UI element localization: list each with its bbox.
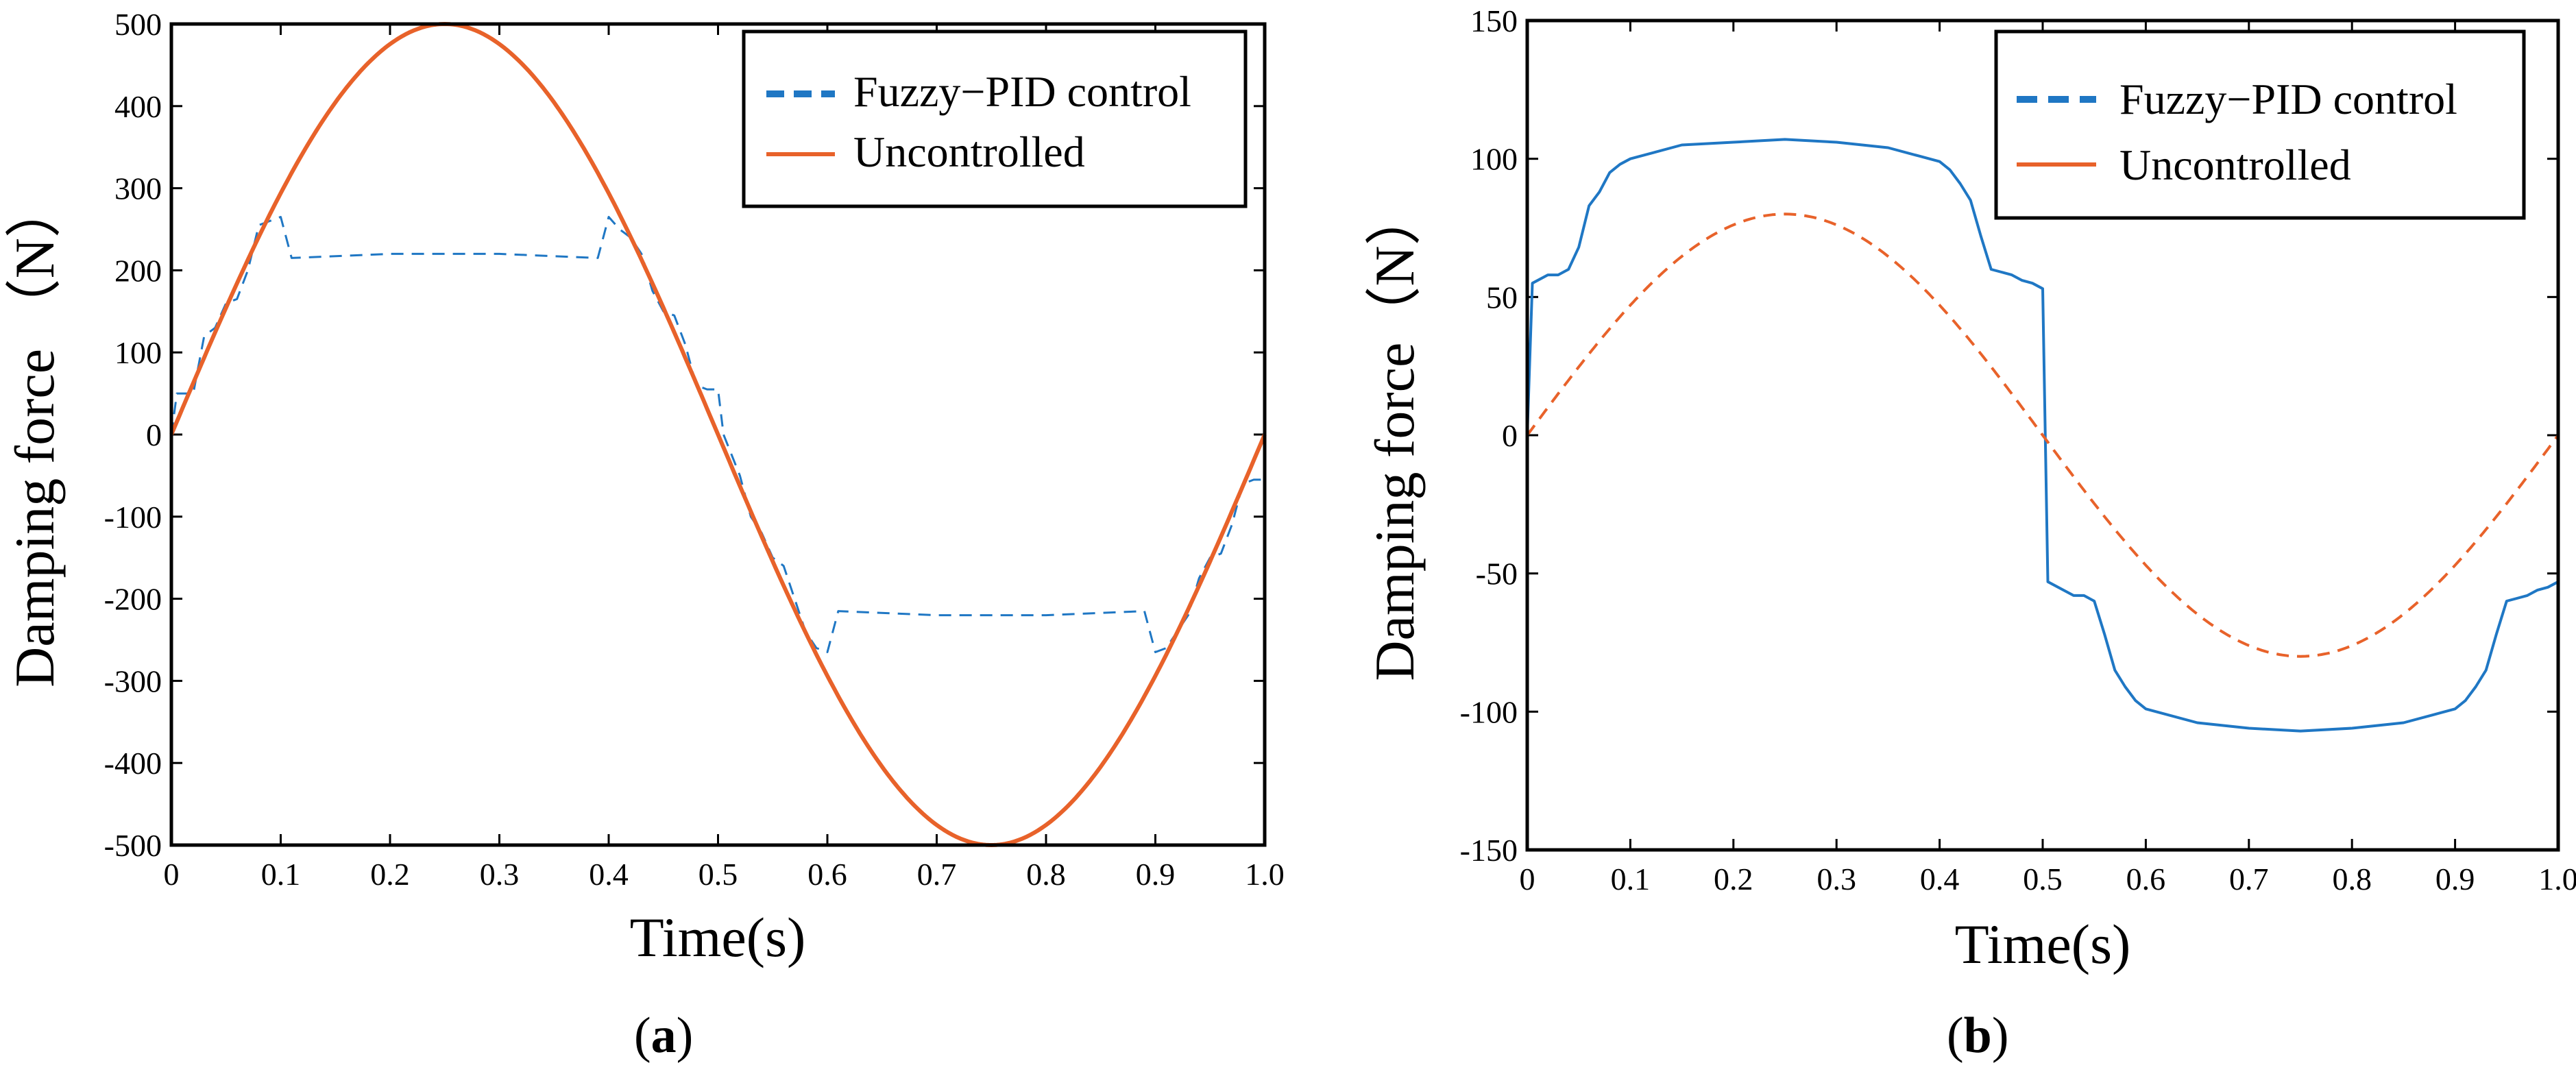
- x-tick-label: 0.1: [261, 857, 301, 892]
- series-line-uncontrolled: [169, 22, 1267, 847]
- legend-label-fuzzy-b: Fuzzy−PID control: [2119, 75, 2457, 123]
- x-tick-label: 0.9: [2435, 862, 2475, 896]
- x-tick-label: 0.9: [1136, 857, 1176, 892]
- x-tick-label: 1.0: [2538, 862, 2576, 896]
- chart-b: 0 0.1 0.2 0.3 0.4 0.5 0.6 0.7 0.8 0.9 1.0 -150 -100 -…: [1363, 3, 2576, 1064]
- plot-frame-a: [169, 22, 1267, 847]
- y-axis-label-b: Damping force（N）: [1363, 189, 1426, 681]
- panel-label-b: (b): [1947, 1008, 2008, 1064]
- x-tick-label: 0: [1520, 862, 1535, 896]
- y-tick-label: 200: [114, 253, 162, 288]
- x-tick-label: 0.4: [1920, 862, 1960, 896]
- panel-label-a: (a): [634, 1008, 693, 1064]
- x-tick-label: 0.3: [1816, 862, 1856, 896]
- x-axis-label-b: Time(s): [1955, 913, 2131, 975]
- x-tick-label: 0.2: [1714, 862, 1753, 896]
- y-tick-label: -200: [104, 582, 162, 617]
- y-tick-label: -100: [104, 500, 162, 535]
- y-tick-label: 150: [1470, 3, 1518, 38]
- x-tick-label: 1.0: [1245, 857, 1285, 892]
- y-tick-label: 500: [114, 7, 162, 42]
- series-line-fuzzy-pid: [1526, 138, 2559, 733]
- legend-box-b: [1994, 29, 2526, 220]
- x-tick-label: 0.4: [589, 857, 629, 892]
- y-tick-label: 100: [114, 335, 162, 370]
- x-tick-label: 0.8: [1026, 857, 1066, 892]
- y-tick-label: 100: [1470, 142, 1518, 177]
- legend-label-uncontrolled-a: Uncontrolled: [853, 127, 1085, 176]
- y-tick-label: -500: [104, 828, 162, 863]
- x-tick-label: 0.5: [698, 857, 738, 892]
- y-tick-label: -300: [104, 663, 162, 698]
- legend-label-fuzzy-a: Fuzzy−PID control: [853, 67, 1191, 116]
- x-tick-label: 0.6: [807, 857, 847, 892]
- x-tick-label: 0.5: [2023, 862, 2063, 896]
- x-tick-label: 0: [164, 857, 180, 892]
- x-tick-label: 0.6: [2126, 862, 2166, 896]
- legend-a: Fuzzy−PID control Uncontrolled: [742, 29, 1248, 208]
- y-tick-label: 400: [114, 89, 162, 124]
- y-tick-label: 300: [114, 171, 162, 206]
- x-axis-label-a: Time(s): [630, 906, 806, 968]
- y-tick-label: 0: [1502, 418, 1518, 453]
- y-tick-label: -400: [104, 746, 162, 781]
- y-tick-label: 0: [146, 417, 162, 452]
- legend-box-a: [742, 29, 1248, 208]
- x-tick-label: 0.3: [480, 857, 520, 892]
- x-tick-label: 0.8: [2332, 862, 2372, 896]
- y-tick-label: 50: [1486, 280, 1518, 315]
- legend-label-uncontrolled-b: Uncontrolled: [2119, 141, 2351, 189]
- x-tick-label: 0.7: [2229, 862, 2269, 896]
- y-tick-label: -150: [1460, 833, 1518, 868]
- plot-frame-b: [1525, 19, 2560, 852]
- y-tick-label: -50: [1476, 557, 1518, 591]
- x-tick-label: 0.2: [370, 857, 410, 892]
- series-line-uncontrolled: [1526, 212, 2560, 658]
- x-tick-label: 0.7: [917, 857, 957, 892]
- chart-a: 0 0.1 0.2 0.3 0.4 0.5 0.6 0.7 0.8 0.9 1.0 -500 -400 -…: [3, 7, 1285, 1064]
- y-axis-label-a: Damping force （N）: [3, 182, 66, 687]
- legend-b: Fuzzy−PID control Uncontrolled: [1994, 29, 2526, 220]
- y-tick-label: -100: [1460, 694, 1518, 729]
- x-tick-label: 0.1: [1611, 862, 1651, 896]
